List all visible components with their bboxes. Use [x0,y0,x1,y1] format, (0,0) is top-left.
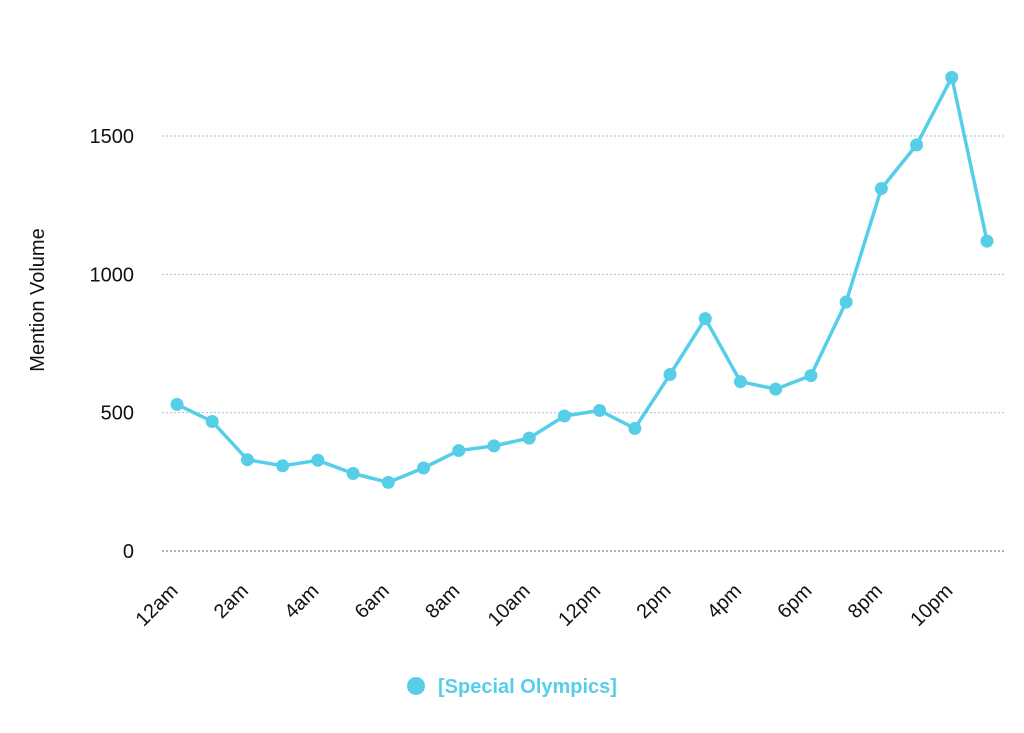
x-tick-label-6pm: 6pm [773,580,816,623]
series-layer [170,70,994,489]
x-tick-label-2am: 2am [210,580,253,623]
legend-label-special-olympics[interactable]: [Special Olympics] [438,676,617,698]
legend-marker [407,677,425,695]
data-point-10am[interactable] [522,431,536,445]
data-point-11pm[interactable] [980,234,994,248]
data-point-7pm[interactable] [839,295,853,309]
y-axis-title: Mention Volume [27,228,49,371]
data-point-3pm[interactable] [698,312,712,326]
x-tick-label-6am: 6am [351,580,394,623]
series-line-special-olympics [175,75,989,485]
data-point-5am[interactable] [346,467,360,481]
x-tick-label-8am: 8am [421,580,464,623]
data-point-1pm[interactable] [628,421,642,435]
data-point-12pm[interactable] [593,403,607,417]
x-tick-label-12pm: 12pm [554,580,605,631]
data-point-1am[interactable] [205,415,219,429]
data-point-6am[interactable] [381,475,395,489]
x-axis-ticks: 12am 2am 4am 6am 8am 10am 12pm 2pm 4pm 6pm 8pm 10pm [132,580,958,631]
legend[interactable]: [Special Olympics] [407,676,617,698]
data-point-4pm[interactable] [733,375,747,389]
x-tick-label-4pm: 4pm [703,580,746,623]
data-point-4am[interactable] [311,453,325,467]
x-tick-label-2pm: 2pm [633,580,676,623]
data-point-3am[interactable] [276,459,290,473]
data-point-8pm[interactable] [874,182,888,196]
y-tick-label-1000: 1000 [90,264,135,286]
y-tick-label-1500: 1500 [90,126,135,148]
data-point-5pm[interactable] [769,382,783,396]
data-point-11am[interactable] [557,409,571,423]
y-axis-ticks: 0 500 1000 1500 [90,126,135,563]
x-tick-label-4am: 4am [280,580,323,623]
x-tick-label-10am: 10am [484,580,535,631]
data-point-2am[interactable] [240,453,254,467]
y-tick-label-0: 0 [123,541,134,563]
data-point-7am[interactable] [417,461,431,475]
data-point-10pm[interactable] [945,70,959,84]
x-tick-label-10pm: 10pm [906,580,957,631]
data-point-2pm[interactable] [663,367,677,381]
x-tick-label-12am: 12am [132,580,183,631]
y-tick-label-500: 500 [101,403,134,425]
x-tick-label-8pm: 8pm [844,580,887,623]
data-point-12am[interactable] [170,397,184,411]
data-point-9pm[interactable] [910,138,924,152]
data-point-8am[interactable] [452,444,466,458]
data-point-6pm[interactable] [804,369,818,383]
data-point-9am[interactable] [487,439,501,453]
